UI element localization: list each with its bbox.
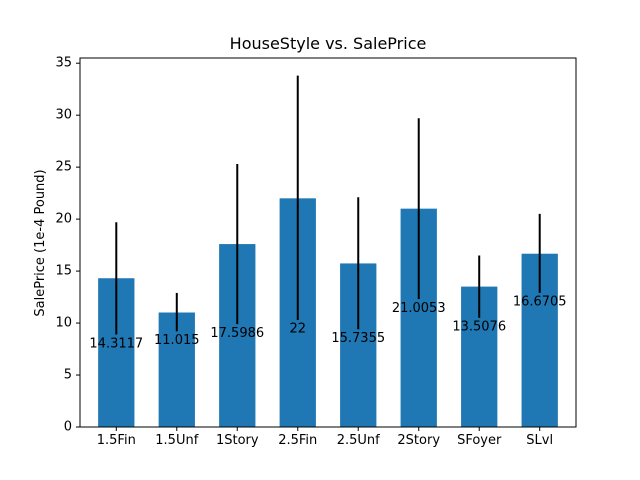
x-tick-label: SLvl <box>526 433 553 448</box>
data-label-SLvl: 16.6705 <box>513 295 567 310</box>
data-label-SFoyer: 13.5076 <box>452 320 506 335</box>
y-tick-label: 5 <box>64 368 72 383</box>
x-tick-label: 1.5Fin <box>97 433 136 448</box>
y-tick-label: 30 <box>55 108 72 123</box>
y-tick-label: 25 <box>55 160 72 175</box>
x-tick-label: 2.5Fin <box>278 433 317 448</box>
x-tick-label: 2Story <box>397 433 440 448</box>
data-label-1.5Unf: 11.015 <box>154 333 200 348</box>
x-tick-label: SFoyer <box>457 433 502 448</box>
data-label-2.5Fin: 22 <box>289 322 306 337</box>
y-tick-label: 20 <box>55 212 72 227</box>
chart-title: HouseStyle vs. SalePrice <box>230 34 427 53</box>
y-tick-label: 10 <box>55 316 72 331</box>
bar-1.5Unf <box>158 312 195 427</box>
x-tick-label: 1.5Unf <box>155 433 198 448</box>
data-label-1Story: 17.5986 <box>210 326 264 341</box>
data-label-2.5Unf: 15.7355 <box>331 331 385 346</box>
data-label-1.5Fin: 14.3117 <box>89 336 143 351</box>
y-tick-label: 35 <box>55 56 72 71</box>
y-tick-label: 15 <box>55 264 72 279</box>
plot-area: 14.3117 11.015 17.5986 22 15.7355 21.0053 13.5… <box>55 56 577 448</box>
x-tick-label: 2.5Unf <box>337 433 380 448</box>
data-label-2Story: 21.0053 <box>392 301 446 316</box>
y-tick-label: 0 <box>64 420 72 435</box>
axes-frame <box>79 57 577 428</box>
x-tick-label: 1Story <box>216 433 259 448</box>
y-axis-label: SalePrice (1e-4 Pound) <box>33 169 48 316</box>
